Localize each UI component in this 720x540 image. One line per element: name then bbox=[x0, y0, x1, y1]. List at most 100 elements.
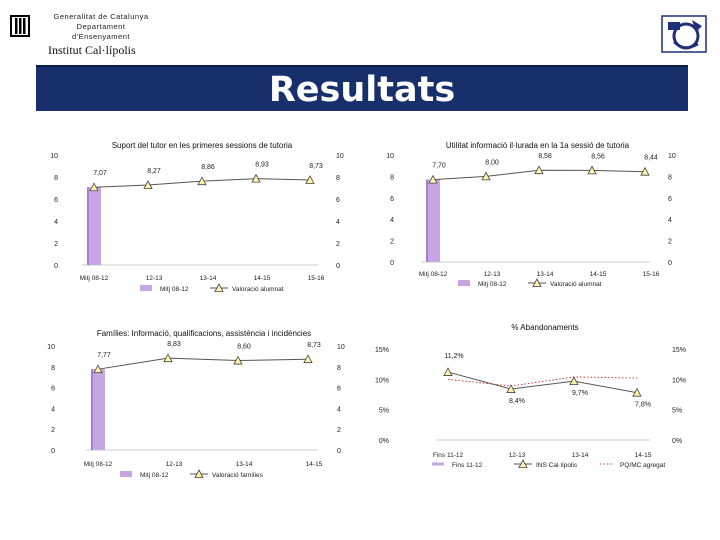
chart-2-point bbox=[303, 354, 313, 364]
chart-0-ytick-right: 2 bbox=[336, 241, 340, 248]
chart-0-legend-label: Valoració alumnat bbox=[232, 286, 284, 293]
chart-0-data-label: 7,07 bbox=[93, 170, 107, 177]
chart-1-title: Utilitat informació il·lurada en la 1a s… bbox=[446, 141, 630, 150]
chart-1-xtick: 13-14 bbox=[537, 271, 554, 278]
chart-1-ytick-left: 6 bbox=[390, 196, 394, 203]
chart-1-legend-label: Mitj 08-12 bbox=[478, 281, 507, 288]
chart-2-ytick-left: 10 bbox=[47, 344, 55, 351]
chart-1-ytick-right: 2 bbox=[668, 239, 672, 246]
chart-0-data-label: 8,27 bbox=[147, 168, 161, 175]
chart-2-xtick: 12-13 bbox=[166, 461, 183, 468]
chart-2-ytick-right: 8 bbox=[337, 365, 341, 372]
chart-3-legend-marker bbox=[518, 459, 528, 468]
chart-1-legend-swatch bbox=[458, 280, 470, 286]
chart-1-ytick-left: 0 bbox=[390, 260, 394, 267]
chart-2-legend-marker bbox=[194, 469, 204, 478]
chart-3-ytick-left: 5% bbox=[379, 408, 389, 415]
chart-0-xtick: 14-15 bbox=[254, 275, 271, 282]
chart-3-ytick-right: 0% bbox=[672, 438, 682, 445]
chart-1-ytick-left: 4 bbox=[390, 217, 394, 224]
chart-1-point bbox=[428, 174, 438, 184]
chart-0-xtick: 13-14 bbox=[200, 275, 217, 282]
chart-1-bar-edge bbox=[426, 179, 428, 262]
chart-2-bar-edge bbox=[91, 369, 93, 450]
chart-2-data-label: 8,73 bbox=[307, 342, 321, 349]
chart-3-xtick: 13-14 bbox=[572, 452, 589, 459]
chart-2-ytick-right: 10 bbox=[337, 344, 345, 351]
chart-2-bar bbox=[91, 369, 105, 450]
chart-0-ytick-right: 6 bbox=[336, 197, 340, 204]
chart-3-data-label: 7,8% bbox=[635, 402, 651, 409]
chart-0-ytick-left: 0 bbox=[54, 263, 58, 270]
org-line-1: Generalitat de Catalunya bbox=[53, 12, 149, 21]
chart-1-data-label: 7,70 bbox=[432, 163, 446, 170]
chart-1-point bbox=[534, 165, 544, 175]
chart-3-ytick-right: 5% bbox=[672, 408, 682, 415]
chart-2-ytick-left: 8 bbox=[51, 365, 55, 372]
chart-0-legend-marker bbox=[214, 283, 224, 292]
chart-1-xtick: Mitj 08-12 bbox=[419, 271, 448, 278]
chart-0-legend-swatch bbox=[140, 285, 152, 291]
chart-2-ytick-left: 2 bbox=[51, 427, 55, 434]
chart-3-legend-label: Fins 11-12 bbox=[452, 462, 483, 469]
header: Generalitat de Catalunya Departament d'E… bbox=[10, 10, 170, 60]
chart-3-dotted-series bbox=[447, 376, 638, 387]
chart-3-legend-label: PQ/MC agregat bbox=[620, 462, 665, 469]
chart-0-ytick-left: 2 bbox=[54, 241, 58, 248]
organization-lines: Generalitat de Catalunya Departament d'E… bbox=[46, 12, 156, 42]
chart-1-ytick-left: 2 bbox=[390, 239, 394, 246]
institute-name: Institut Cal·lípolis bbox=[48, 43, 136, 57]
chart-2-point bbox=[233, 355, 243, 365]
chart-0-data-label: 8,93 bbox=[255, 162, 269, 169]
chart-0-ytick-right: 8 bbox=[336, 175, 340, 182]
chart-1-data-label: 8,58 bbox=[538, 153, 552, 160]
chart-3-point bbox=[632, 387, 642, 397]
chart-1-data-label: 8,44 bbox=[644, 155, 658, 162]
chart-1-ytick-left: 8 bbox=[390, 174, 394, 181]
chart-3-point bbox=[506, 384, 516, 393]
chart-0-bar-edge bbox=[87, 187, 89, 265]
chart-3-ytick-left: 10% bbox=[375, 377, 389, 384]
chart-2-xtick: 13-14 bbox=[236, 461, 253, 468]
chart-2-legend-label: Valoració famílies bbox=[212, 472, 264, 479]
chart-1-point bbox=[481, 171, 491, 181]
chart-2-xtick: Mitj 08-12 bbox=[84, 461, 113, 468]
chart-1-ytick-right: 10 bbox=[668, 153, 676, 160]
org-line-3: d'Ensenyament bbox=[72, 32, 130, 41]
chart-3-point bbox=[443, 367, 453, 376]
chart-3-data-label: 9,7% bbox=[572, 390, 588, 397]
chart-0-point bbox=[89, 182, 99, 192]
generalitat-logo-icon bbox=[10, 15, 30, 37]
chart-0-point bbox=[305, 175, 315, 184]
chart-1-point bbox=[587, 165, 597, 175]
chart-0-ytick-left: 10 bbox=[50, 153, 58, 160]
chart-3-ytick-left: 15% bbox=[375, 347, 389, 354]
chart-2-point bbox=[93, 364, 103, 374]
chart-1-xtick: 12-13 bbox=[484, 271, 501, 278]
chart-0-ytick-right: 4 bbox=[336, 219, 340, 226]
chart-0-data-label: 8,73 bbox=[309, 163, 323, 170]
chart-1-legend-label: Valoració alumnat bbox=[550, 281, 602, 288]
chart-2-ytick-left: 4 bbox=[51, 406, 55, 413]
chart-0-data-label: 8,86 bbox=[201, 164, 215, 171]
chart-3-xtick: 12-13 bbox=[509, 452, 526, 459]
chart-1-data-label: 8,56 bbox=[591, 153, 605, 160]
chart-2-data-label: 8,83 bbox=[167, 341, 181, 348]
chart-0-ytick-right: 0 bbox=[336, 263, 340, 270]
chart-2-title: Famílies: Informació, qualificacions, as… bbox=[97, 329, 311, 338]
chart-1-ytick-right: 8 bbox=[668, 174, 672, 181]
chart-3-ytick-right: 10% bbox=[672, 377, 686, 384]
chart-2-line-series bbox=[97, 357, 309, 370]
org-line-2: Departament bbox=[76, 22, 126, 31]
chart-0-xtick: Mitj 08-12 bbox=[80, 275, 109, 282]
chart-2-xtick: 14-15 bbox=[306, 461, 323, 468]
chart-0-xtick: 15-16 bbox=[308, 275, 325, 282]
chart-3-ytick-left: 0% bbox=[379, 438, 389, 445]
chart-1-legend-marker bbox=[532, 278, 542, 287]
chart-2-ytick-left: 0 bbox=[51, 448, 55, 455]
chart-2-legend-label: Mitj 08-12 bbox=[140, 472, 169, 479]
chart-0-title: Suport del tutor en les primeres session… bbox=[112, 141, 293, 150]
chart-1-bar bbox=[426, 179, 440, 262]
chart-2-data-label: 7,77 bbox=[97, 352, 111, 359]
